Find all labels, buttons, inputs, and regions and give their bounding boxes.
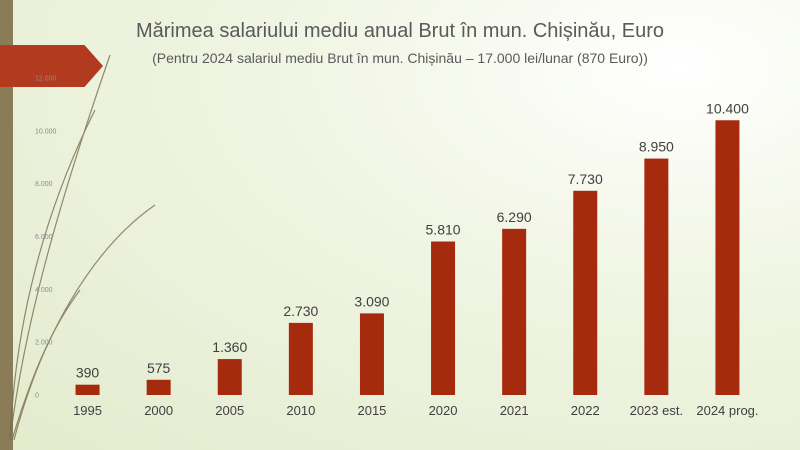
x-tick-label: 2000 (144, 403, 173, 418)
bar (359, 313, 384, 395)
bar (644, 158, 669, 395)
y-tick-label: 6.000 (35, 234, 53, 241)
bar (573, 190, 598, 395)
bar (288, 322, 313, 395)
data-label: 1.360 (212, 339, 247, 355)
y-tick-label: 12.000 (35, 76, 57, 83)
data-label: 6.290 (497, 209, 532, 225)
data-label: 10.400 (706, 100, 749, 116)
x-axis-labels: 1995 2000 2005 2010 2015 2020 2021 2022 2023 est… (73, 403, 758, 418)
data-label: 7.730 (568, 171, 603, 187)
accent-arrow-shape (0, 45, 103, 87)
data-label: 2.730 (283, 303, 318, 319)
data-label: 575 (147, 360, 171, 376)
y-tick-label: 10.000 (35, 128, 57, 135)
x-tick-label: 2024 prog. (696, 403, 758, 418)
bar (502, 228, 527, 395)
decorative-curves (9, 54, 156, 441)
data-label: 390 (76, 365, 100, 381)
bar (146, 379, 171, 395)
y-tick-label: 8.000 (35, 181, 53, 188)
bar (715, 120, 740, 396)
x-tick-label: 2023 est. (630, 403, 684, 418)
bars (75, 120, 740, 396)
x-tick-label: 2005 (215, 403, 244, 418)
x-tick-label: 2022 (571, 403, 600, 418)
bar (217, 359, 242, 395)
chart-subtitle: (Pentru 2024 salariul mediu Brut în mun.… (152, 50, 648, 66)
y-tick-label: 2.000 (35, 340, 53, 347)
y-tick-label: 4.000 (35, 287, 53, 294)
x-tick-label: 2020 (429, 403, 458, 418)
x-tick-label: 2021 (500, 403, 529, 418)
x-tick-label: 2010 (286, 403, 315, 418)
x-tick-label: 1995 (73, 403, 102, 418)
bar (75, 384, 100, 395)
data-labels: 390 575 1.360 2.730 3.090 5.810 6.290 7.730 8.95… (76, 100, 749, 380)
x-tick-label: 2015 (357, 403, 386, 418)
data-label: 8.950 (639, 139, 674, 155)
y-axis-ticks: 0 2.000 4.000 6.000 8.000 10.000 12.000 (35, 76, 57, 400)
y-tick-label: 0 (35, 393, 39, 400)
chart-title: Mărimea salariului mediu anual Brut în m… (135, 20, 665, 42)
data-label: 3.090 (354, 293, 389, 309)
data-label: 5.810 (426, 222, 461, 238)
bar (431, 241, 456, 395)
left-accent-bar (0, 0, 13, 450)
